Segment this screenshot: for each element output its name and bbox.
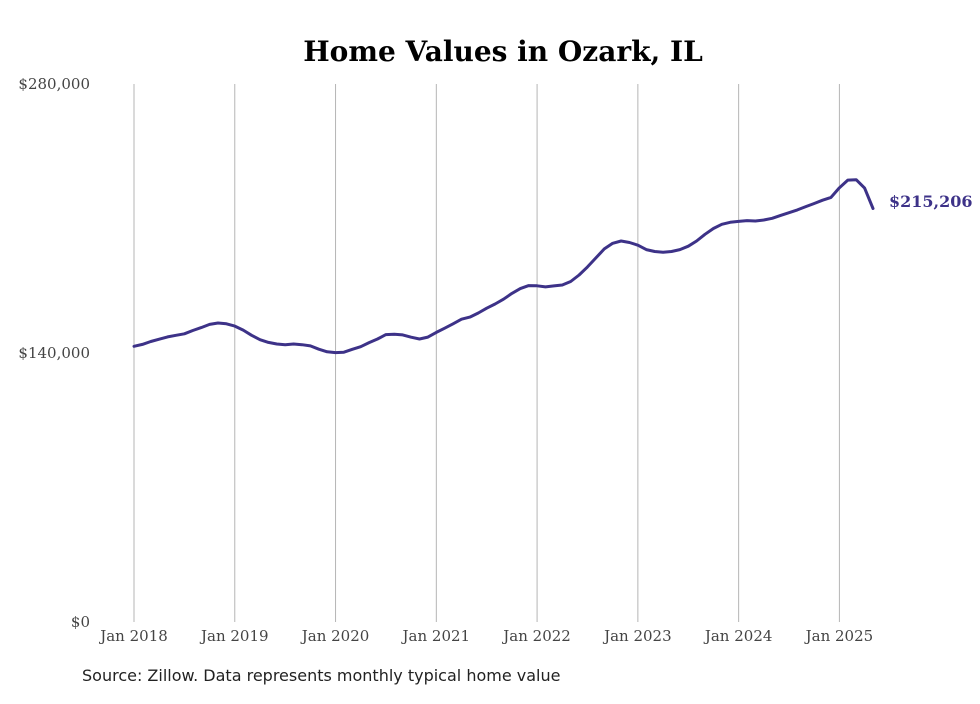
end-value-label: $215,206 [889, 192, 973, 211]
grid-lines [133, 84, 840, 622]
x-tick-label: Jan 2018 [98, 627, 168, 645]
source-note: Source: Zillow. Data represents monthly … [82, 666, 561, 685]
chart-title: Home Values in Ozark, IL [303, 35, 703, 68]
y-tick-label: $140,000 [18, 344, 90, 362]
series-line [132, 178, 875, 355]
y-axis: $0 $140,000 $280,000 [18, 75, 90, 631]
x-tick-label: Jan 2022 [501, 627, 571, 645]
x-tick-label: Jan 2024 [703, 627, 773, 645]
x-tick-label: Jan 2021 [401, 627, 471, 645]
x-tick-label: Jan 2020 [300, 627, 370, 645]
x-tick-label: Jan 2019 [199, 627, 269, 645]
x-tick-label: Jan 2023 [602, 627, 672, 645]
x-tick-label: Jan 2025 [804, 627, 874, 645]
x-axis: Jan 2018 Jan 2019 Jan 2020 Jan 2021 Jan 2022… [98, 627, 873, 645]
series-layer [132, 178, 875, 355]
y-tick-label: $0 [71, 613, 90, 631]
y-tick-label: $280,000 [18, 75, 90, 93]
